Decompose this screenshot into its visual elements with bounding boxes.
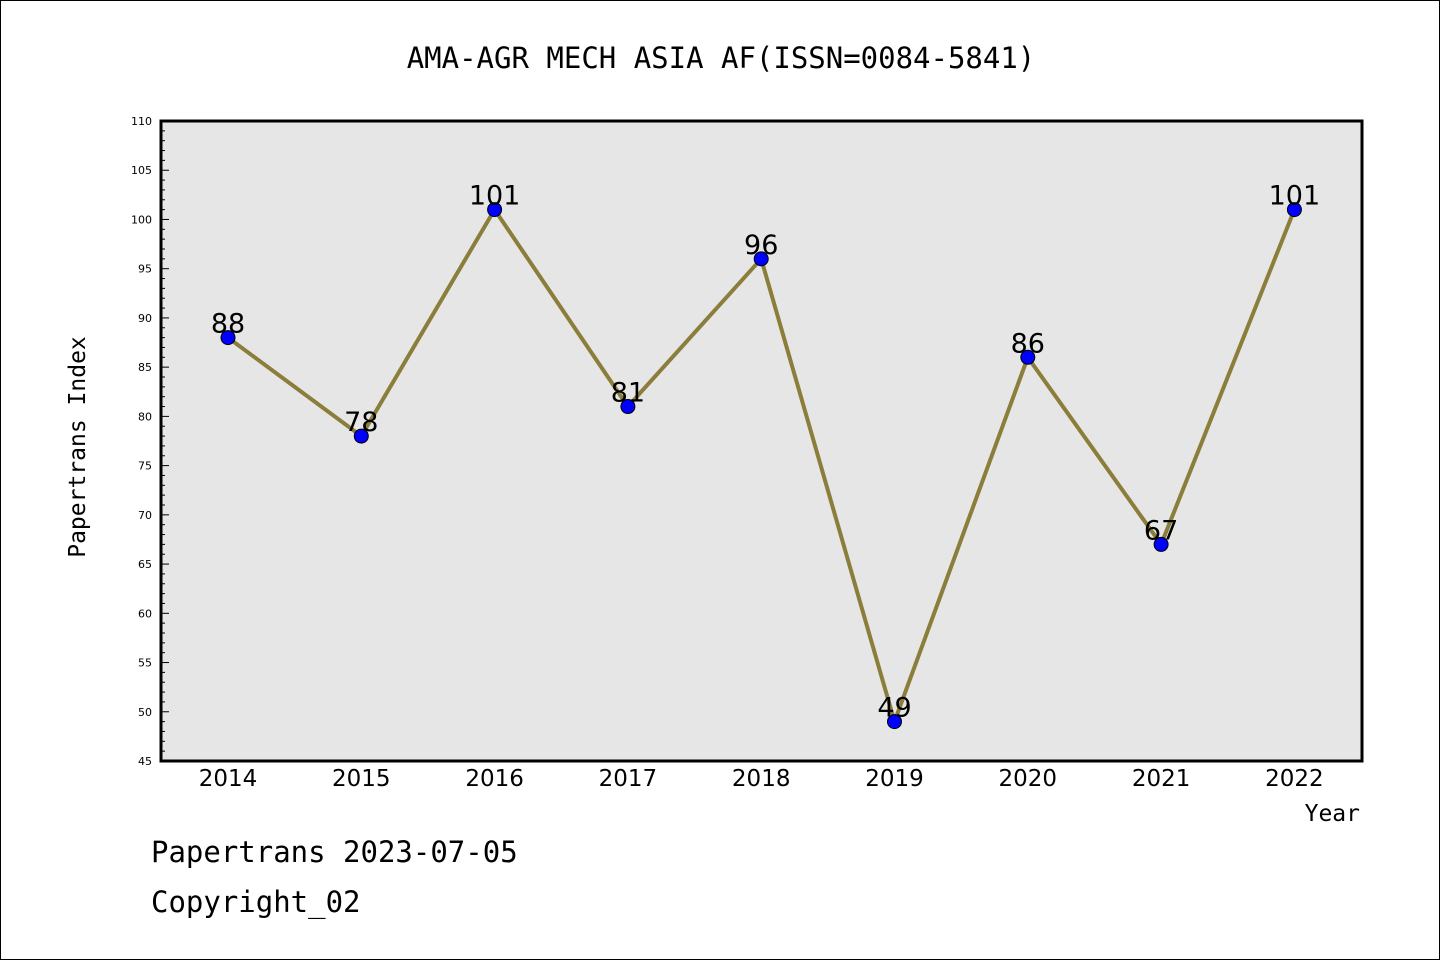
data-point: [620, 399, 636, 415]
chart-title: AMA-AGR MECH ASIA AF(ISSN=0084-5841): [407, 41, 1036, 75]
x-tick-label: 2016: [465, 766, 524, 792]
y-tick-label: 80: [138, 410, 152, 423]
y-tick-label: 60: [138, 607, 152, 620]
data-label: 86: [1011, 328, 1045, 359]
plot-area: [159, 119, 1364, 763]
y-tick-label: 45: [138, 755, 152, 768]
footer-copyright-line: Copyright_02: [151, 885, 361, 919]
data-point: [887, 714, 902, 730]
data-point: [1286, 202, 1302, 218]
data-label: 49: [877, 693, 911, 724]
data-markers: [220, 202, 1302, 730]
footer-date-line: Papertrans 2023-07-05: [151, 835, 518, 869]
x-tick-label: 2020: [999, 766, 1058, 792]
data-label: 78: [344, 407, 378, 438]
x-tick-label: 2019: [865, 766, 924, 792]
data-point: [220, 330, 236, 346]
data-point: [753, 251, 769, 267]
data-label: 88: [211, 309, 245, 340]
data-labels: 88 78 101 81 96 49 86 67 101: [211, 181, 1320, 724]
data-label: 81: [611, 378, 645, 409]
x-tick-label: 2015: [332, 766, 391, 792]
data-label: 101: [1269, 181, 1321, 212]
y-tick-label: 90: [138, 312, 152, 325]
data-label: 67: [1144, 515, 1178, 546]
x-tick-label: 2018: [732, 766, 791, 792]
x-tick-label: 2014: [199, 766, 258, 792]
y-tick-label: 85: [138, 361, 152, 374]
y-tick-label: 110: [131, 115, 152, 128]
x-tick-label: 2017: [599, 766, 658, 792]
data-label: 101: [469, 181, 521, 212]
y-tick-label: 95: [138, 263, 152, 276]
x-tick-label: 2021: [1132, 766, 1191, 792]
y-tick-label: 55: [138, 657, 152, 670]
y-axis-tick-labels: 45 50 55 60 65 70 75 80 85 90 95 100 105 110: [131, 115, 152, 768]
data-point: [1153, 536, 1169, 552]
data-point: [1020, 349, 1036, 365]
y-tick-label: 100: [131, 213, 152, 226]
x-axis-tick-labels: 2014 2015 2016 2017 2018 2019 2020 2021 2022: [199, 766, 1324, 792]
y-axis-label: Papertrans Index: [65, 336, 91, 558]
data-point: [353, 428, 369, 444]
x-axis-label: Year: [1305, 801, 1360, 827]
x-tick-label: 2022: [1265, 766, 1324, 792]
data-label: 96: [744, 230, 778, 261]
y-tick-label: 50: [138, 706, 152, 719]
y-tick-label: 75: [138, 460, 152, 473]
y-tick-label: 105: [131, 164, 152, 177]
data-point: [487, 202, 503, 218]
y-axis-ticks: [161, 120, 169, 762]
y-tick-label: 70: [138, 509, 152, 522]
y-tick-label: 65: [138, 558, 152, 571]
